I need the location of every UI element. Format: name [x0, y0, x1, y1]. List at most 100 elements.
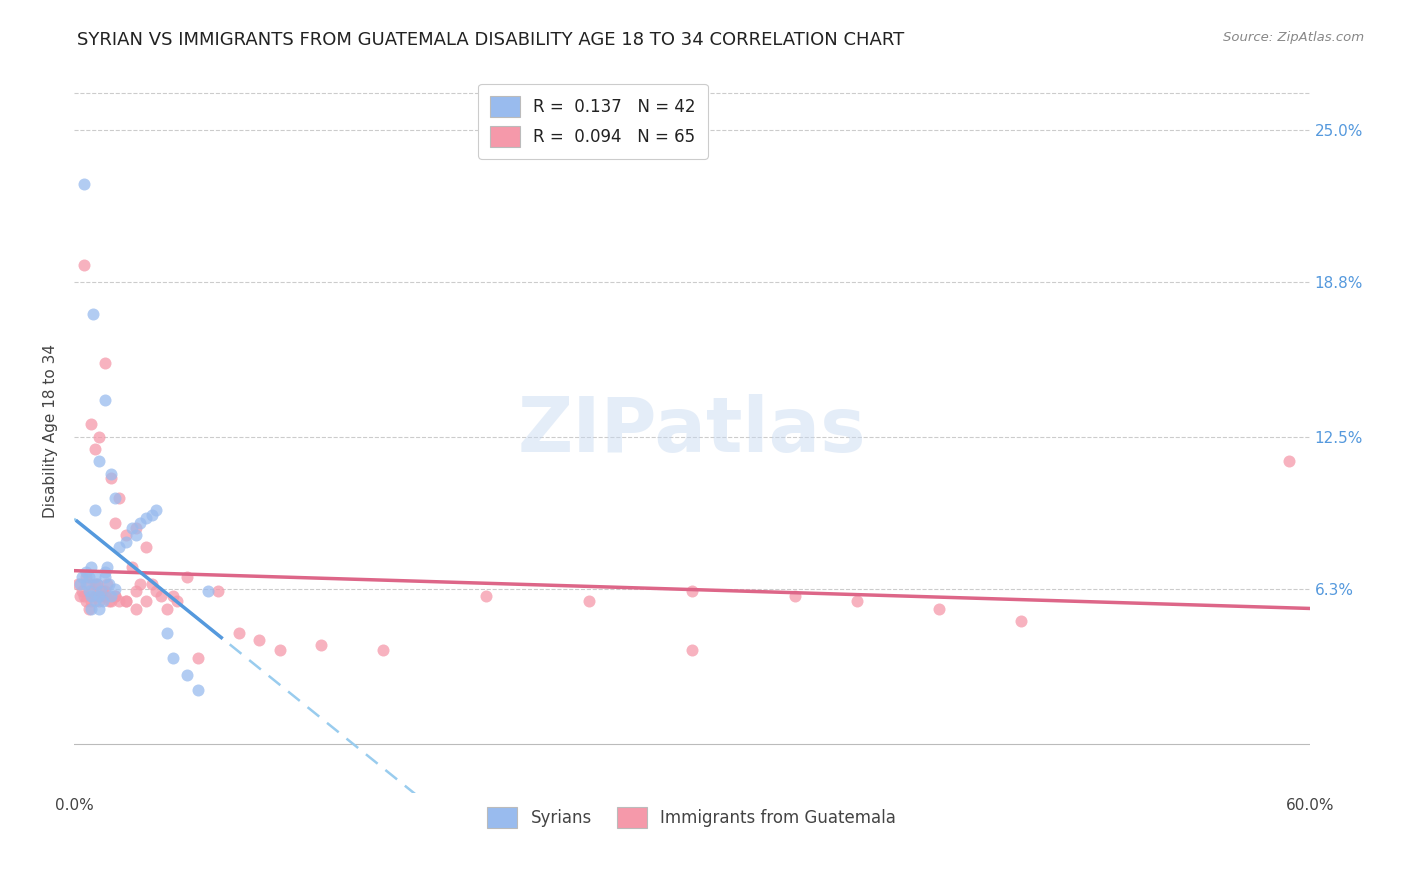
Legend: Syrians, Immigrants from Guatemala: Syrians, Immigrants from Guatemala — [481, 800, 903, 835]
Point — [75, 569, 97, 583]
Point — [82, 307, 104, 321]
Point — [69, 577, 91, 591]
Point — [104, 589, 127, 603]
Point — [114, 528, 136, 542]
Point — [100, 467, 122, 481]
Point — [681, 643, 703, 657]
Point — [79, 559, 101, 574]
Point — [73, 177, 96, 191]
Point — [162, 650, 184, 665]
Point — [249, 633, 271, 648]
Point — [96, 577, 118, 591]
Text: ZIPatlas: ZIPatlas — [517, 393, 866, 467]
Point — [77, 601, 100, 615]
Point — [197, 584, 219, 599]
Point — [104, 589, 127, 603]
Point — [98, 594, 121, 608]
Point — [309, 639, 332, 653]
Point — [79, 601, 101, 615]
Point — [83, 442, 105, 456]
Point — [98, 577, 121, 591]
Point — [69, 589, 91, 603]
Point — [135, 540, 157, 554]
Point — [108, 594, 131, 608]
Point — [75, 594, 97, 608]
Point — [87, 589, 110, 603]
Point — [75, 565, 97, 579]
Point — [269, 643, 291, 657]
Point — [1278, 454, 1301, 468]
Point — [187, 650, 209, 665]
Point — [94, 565, 117, 579]
Point — [96, 559, 118, 574]
Point — [79, 417, 101, 432]
Point — [156, 626, 179, 640]
Point — [141, 577, 163, 591]
Y-axis label: Disability Age 18 to 34: Disability Age 18 to 34 — [44, 343, 58, 517]
Point — [141, 508, 163, 523]
Point — [77, 584, 100, 599]
Point — [207, 584, 229, 599]
Point — [108, 540, 131, 554]
Text: SYRIAN VS IMMIGRANTS FROM GUATEMALA DISABILITY AGE 18 TO 34 CORRELATION CHART: SYRIAN VS IMMIGRANTS FROM GUATEMALA DISA… — [77, 31, 904, 49]
Point — [125, 584, 148, 599]
Point — [77, 569, 100, 583]
Point — [928, 601, 950, 615]
Point — [475, 589, 498, 603]
Point — [90, 589, 112, 603]
Point — [67, 577, 90, 591]
Point — [1010, 614, 1032, 628]
Point — [135, 510, 157, 524]
Point — [371, 643, 394, 657]
Point — [87, 430, 110, 444]
Point — [94, 589, 117, 603]
Point — [145, 584, 167, 599]
Point — [108, 491, 131, 505]
Point — [681, 584, 703, 599]
Point — [125, 528, 148, 542]
Point — [129, 516, 152, 530]
Text: Source: ZipAtlas.com: Source: ZipAtlas.com — [1223, 31, 1364, 45]
Point — [228, 626, 250, 640]
Point — [91, 584, 114, 599]
Point — [156, 601, 179, 615]
Point — [87, 601, 110, 615]
Point — [83, 503, 105, 517]
Point — [125, 601, 148, 615]
Point — [145, 503, 167, 517]
Point — [166, 594, 188, 608]
Point — [176, 569, 198, 583]
Point — [176, 668, 198, 682]
Point — [100, 471, 122, 485]
Point — [79, 589, 101, 603]
Point — [121, 520, 143, 534]
Point — [87, 594, 110, 608]
Point — [77, 577, 100, 591]
Point — [82, 584, 104, 599]
Point — [187, 682, 209, 697]
Point — [94, 392, 117, 407]
Point — [72, 584, 94, 599]
Point — [87, 454, 110, 468]
Point — [104, 516, 127, 530]
Point — [114, 594, 136, 608]
Point — [104, 582, 127, 596]
Point — [135, 594, 157, 608]
Point — [149, 589, 172, 603]
Point — [114, 535, 136, 549]
Point — [100, 589, 122, 603]
Point — [94, 569, 117, 583]
Point — [91, 594, 114, 608]
Point — [114, 594, 136, 608]
Point — [94, 356, 117, 370]
Point — [75, 577, 97, 591]
Point — [83, 594, 105, 608]
Point — [104, 491, 127, 505]
Point — [86, 577, 108, 591]
Point — [100, 594, 122, 608]
Point — [845, 594, 868, 608]
Point — [86, 577, 108, 591]
Point — [129, 577, 152, 591]
Point — [783, 589, 806, 603]
Point — [121, 559, 143, 574]
